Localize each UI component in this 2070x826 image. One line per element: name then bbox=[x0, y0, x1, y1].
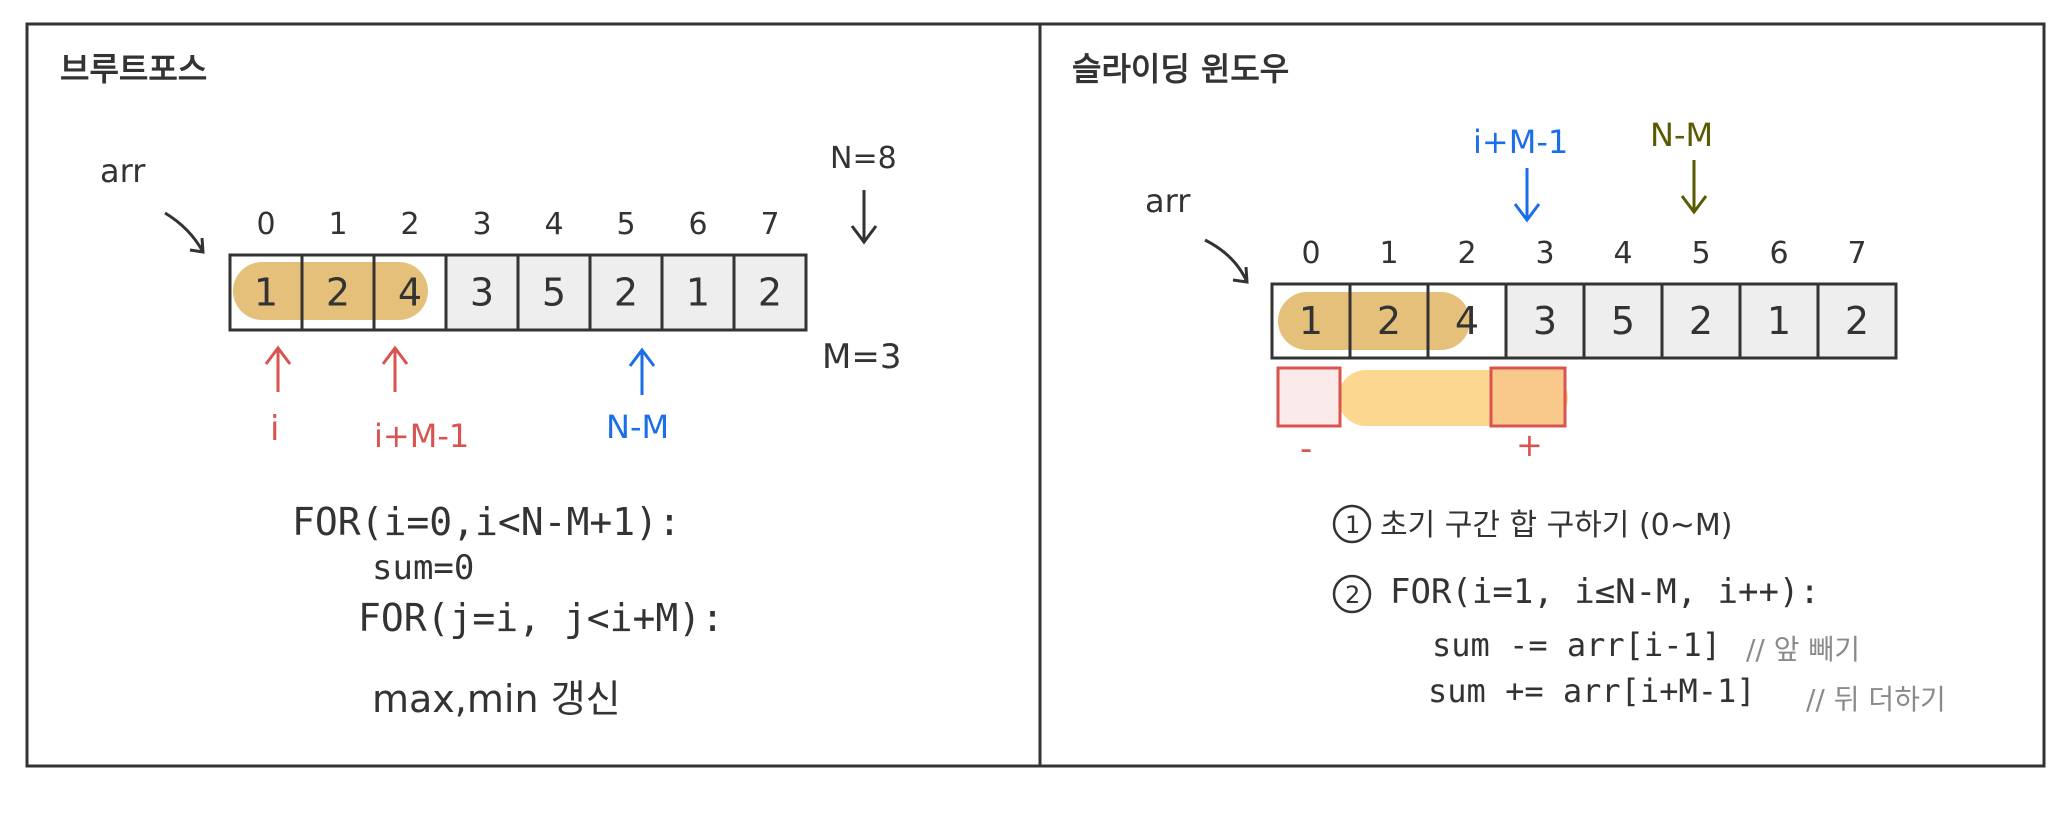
left-array-cell bbox=[516, 253, 592, 332]
right-array-cell bbox=[1816, 282, 1898, 360]
left-panel-title: 브루트포스 bbox=[60, 50, 207, 88]
left-array-cell-value: 2 bbox=[614, 271, 638, 315]
right-added-box bbox=[1489, 366, 1567, 428]
right-line-add-comment: // 뒤 더하기 bbox=[1806, 683, 1946, 716]
left-arrow-n-m-label: N-M bbox=[606, 408, 669, 446]
left-array-index-label: 2 bbox=[400, 207, 419, 242]
left-arr-label: arr bbox=[100, 152, 146, 190]
right-array: 1 0 2 1 4 2 3 3 5 4 2 5 1 6 2 7 bbox=[1270, 236, 1898, 360]
left-n-label: N=8 bbox=[830, 141, 897, 176]
step1-circle bbox=[1332, 504, 1372, 544]
right-step1-text: 초기 구간 합 구하기 (0~M) bbox=[1380, 508, 1733, 543]
right-array-index-label: 0 bbox=[1301, 236, 1320, 271]
right-window-highlight bbox=[1278, 292, 1470, 350]
left-arrow-i-m-1-label: i+M-1 bbox=[374, 417, 469, 455]
right-arrow-n-m bbox=[1680, 160, 1708, 215]
right-arr-label: arr bbox=[1145, 182, 1191, 220]
right-array-cell-value: 2 bbox=[1845, 299, 1869, 343]
right-step2-text: FOR(i=1, i≤N-M, i++): bbox=[1390, 572, 1820, 612]
right-array-index-label: 1 bbox=[1379, 236, 1398, 271]
left-array-index-label: 5 bbox=[616, 207, 635, 242]
right-array-cell bbox=[1582, 282, 1664, 360]
left-code-line1: FOR(i=0,i<N-M+1): bbox=[292, 500, 681, 544]
right-line-sub-comment: // 앞 빼기 bbox=[1746, 633, 1860, 666]
left-code-line4: max,min 갱신 bbox=[372, 677, 621, 721]
right-plus-label: + bbox=[1516, 426, 1543, 464]
right-array-index-label: 3 bbox=[1535, 236, 1554, 271]
right-minus-label: - bbox=[1300, 429, 1312, 469]
right-array-cell-value: 5 bbox=[1611, 299, 1635, 343]
step2-number: 2 bbox=[1345, 581, 1360, 609]
left-array-cell bbox=[444, 253, 520, 332]
left-array-index-label: 0 bbox=[256, 207, 275, 242]
left-arrow-i bbox=[264, 345, 292, 392]
left-array-cell-value: 2 bbox=[758, 271, 782, 315]
left-array-index-label: 1 bbox=[328, 207, 347, 242]
left-arrow-n-m bbox=[628, 347, 656, 395]
step1-number: 1 bbox=[1345, 511, 1360, 539]
right-array-cell-value: 2 bbox=[1689, 299, 1713, 343]
right-array-cell-value: 4 bbox=[1455, 299, 1479, 343]
left-array-index-label: 3 bbox=[472, 207, 491, 242]
step2-circle bbox=[1332, 574, 1372, 614]
left-arrow-i-label: i bbox=[270, 409, 279, 449]
left-m-label: M=3 bbox=[822, 337, 901, 377]
right-array-cell-value: 1 bbox=[1299, 299, 1323, 343]
left-array-index-label: 6 bbox=[688, 207, 707, 242]
left-array-cell-value: 1 bbox=[686, 271, 710, 315]
right-arrow-i-m-1-label: i+M-1 bbox=[1473, 123, 1568, 161]
right-removed-box bbox=[1276, 366, 1342, 428]
right-array-index-label: 4 bbox=[1613, 236, 1632, 271]
right-arr-pointer-arrow bbox=[1204, 238, 1249, 284]
left-arr-pointer-arrow bbox=[164, 211, 205, 254]
left-array-cell bbox=[732, 253, 808, 332]
left-arrow-i-m-1 bbox=[381, 345, 409, 392]
left-array-cell-value: 2 bbox=[326, 271, 350, 315]
right-array-cell-value: 1 bbox=[1767, 299, 1791, 343]
left-array: 1 0 2 1 4 2 3 3 5 4 2 5 1 6 2 7 bbox=[228, 207, 808, 332]
left-array-index-label: 4 bbox=[544, 207, 563, 242]
left-window-highlight bbox=[233, 262, 428, 320]
right-line-sub: sum -= arr[i-1] bbox=[1432, 626, 1721, 664]
right-panel-title: 슬라이딩 윈도우 bbox=[1072, 50, 1289, 88]
right-array-index-label: 7 bbox=[1847, 236, 1866, 271]
right-array-index-label: 6 bbox=[1769, 236, 1788, 271]
right-line-add: sum += arr[i+M-1] bbox=[1428, 672, 1756, 710]
right-array-cell-value: 3 bbox=[1533, 299, 1557, 343]
left-code-line2: sum=0 bbox=[372, 548, 475, 588]
right-arrow-n-m-label: N-M bbox=[1650, 116, 1713, 154]
outer-frame bbox=[25, 22, 2046, 768]
left-array-cell-value: 4 bbox=[398, 271, 422, 315]
right-arrow-i-m-1 bbox=[1513, 168, 1541, 223]
right-array-cell-value: 2 bbox=[1377, 299, 1401, 343]
right-array-index-label: 2 bbox=[1457, 236, 1476, 271]
left-array-cell bbox=[660, 253, 736, 332]
left-array-index-label: 7 bbox=[760, 207, 779, 242]
left-array-cell-value: 5 bbox=[542, 271, 566, 315]
right-array-cell bbox=[1660, 282, 1742, 360]
left-n-arrow bbox=[850, 190, 878, 245]
left-array-cell-value: 1 bbox=[254, 271, 278, 315]
left-code-line3: FOR(j=i, j<i+M): bbox=[358, 596, 725, 640]
left-array-cell-value: 3 bbox=[470, 271, 494, 315]
right-array-index-label: 5 bbox=[1691, 236, 1710, 271]
